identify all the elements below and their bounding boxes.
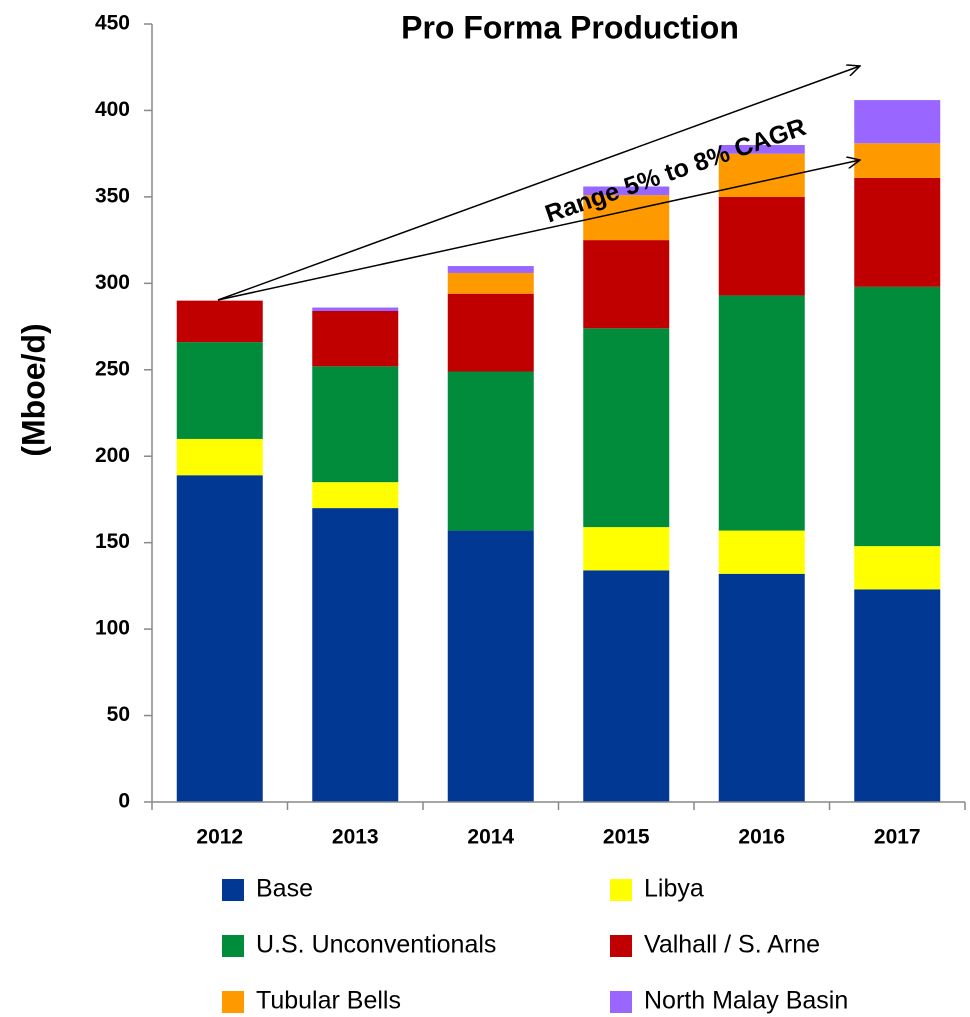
y-tick-label: 250 bbox=[95, 357, 130, 380]
bar-segment bbox=[447, 272, 534, 294]
bar-segment bbox=[718, 295, 805, 531]
bar-segment bbox=[718, 145, 805, 154]
y-tick-label: 450 bbox=[95, 12, 130, 35]
bar-segment bbox=[854, 143, 941, 178]
legend-swatch bbox=[222, 991, 244, 1013]
bar-segment bbox=[718, 530, 805, 574]
bar-segment bbox=[312, 366, 399, 483]
arrow bbox=[217, 66, 860, 301]
y-axis-label: (Mboe/d) bbox=[15, 323, 51, 456]
x-tick-label: 2013 bbox=[332, 826, 379, 849]
y-tick-label: 50 bbox=[107, 703, 130, 726]
x-tick-label: 2015 bbox=[603, 826, 650, 849]
chart-title: Pro Forma Production bbox=[401, 9, 739, 45]
legend-swatch bbox=[610, 879, 632, 901]
bar-segment bbox=[854, 286, 941, 547]
legend-swatch bbox=[222, 879, 244, 901]
bar-segment bbox=[447, 293, 534, 372]
bar-segment bbox=[447, 371, 534, 531]
plot bbox=[176, 100, 941, 802]
bar-segment bbox=[176, 342, 263, 439]
bar-segment bbox=[583, 570, 670, 802]
legend-label: Valhall / S. Arne bbox=[644, 931, 820, 959]
bar-segment bbox=[176, 438, 263, 476]
y-tick-label: 100 bbox=[95, 617, 130, 640]
legend-label: North Malay Basin bbox=[644, 987, 848, 1015]
x-tick-label: 2016 bbox=[738, 826, 785, 849]
legend-label: Tubular Bells bbox=[256, 987, 401, 1015]
x-tick-label: 2012 bbox=[196, 826, 243, 849]
arrow bbox=[217, 160, 860, 301]
bar-segment bbox=[447, 530, 534, 802]
legend-swatch bbox=[610, 935, 632, 957]
x-tick-label: 2014 bbox=[467, 826, 514, 849]
legend-swatch bbox=[610, 991, 632, 1013]
y-tick-label: 200 bbox=[95, 444, 130, 467]
bar-segment bbox=[583, 527, 670, 571]
bar-segment bbox=[583, 186, 670, 196]
bar-segment bbox=[312, 307, 399, 311]
bar-segment bbox=[854, 100, 941, 144]
bar-segment bbox=[854, 589, 941, 802]
bar-segment bbox=[176, 475, 263, 802]
y-tick-label: 300 bbox=[95, 271, 130, 294]
bar-segment bbox=[312, 310, 399, 367]
bar-segment bbox=[854, 546, 941, 590]
bar-segment bbox=[583, 328, 670, 528]
legend-label: U.S. Unconventionals bbox=[256, 931, 496, 959]
bar-segment bbox=[718, 573, 805, 802]
bar-segment bbox=[312, 508, 399, 802]
bar-segment bbox=[718, 196, 805, 296]
x-tick-label: 2017 bbox=[874, 826, 921, 849]
y-tick-label: 350 bbox=[95, 184, 130, 207]
bar-segment bbox=[312, 482, 399, 509]
legend-swatch bbox=[222, 935, 244, 957]
y-tick-label: 400 bbox=[95, 98, 130, 121]
y-tick-label: 0 bbox=[118, 790, 130, 813]
bar-segment bbox=[176, 300, 263, 343]
legend-label: Libya bbox=[644, 875, 704, 903]
bar-segment bbox=[854, 177, 941, 287]
bar-segment bbox=[583, 240, 670, 329]
y-tick-label: 150 bbox=[95, 530, 130, 553]
legend-label: Base bbox=[256, 875, 313, 903]
bar-segment bbox=[447, 266, 534, 273]
